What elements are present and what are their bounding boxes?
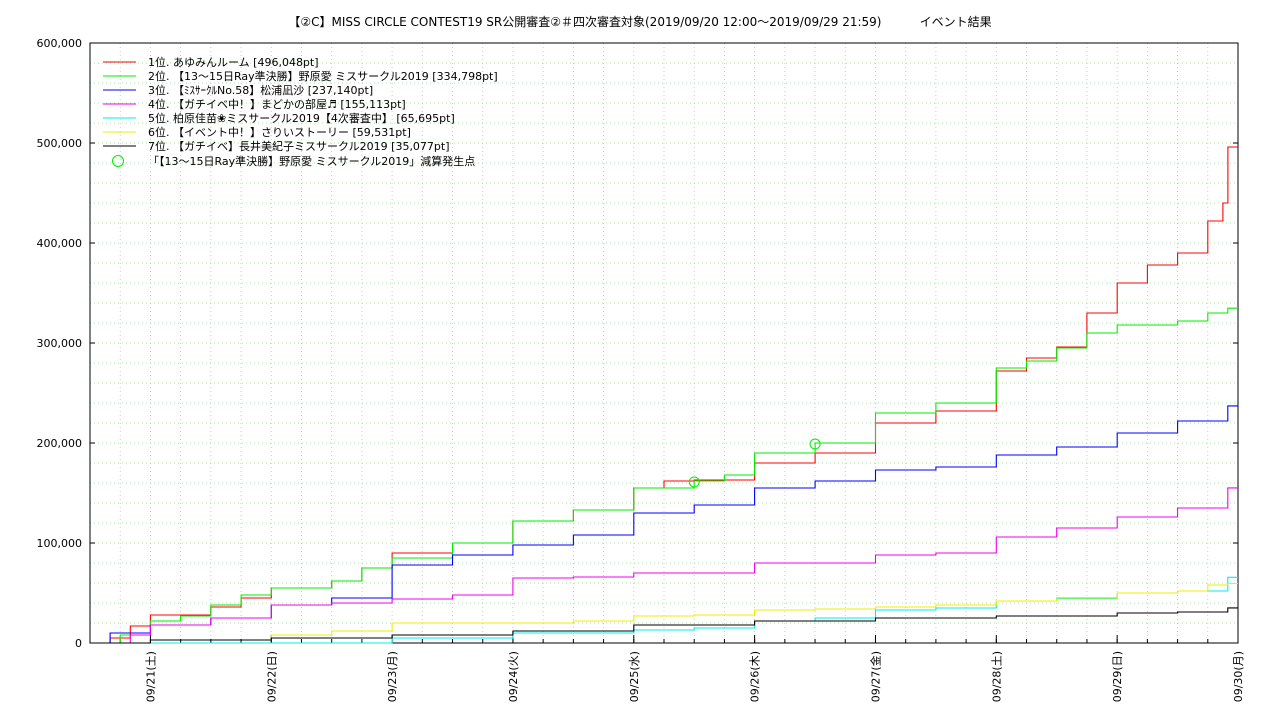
series-line-2 bbox=[90, 307, 1238, 644]
y-tick-label: 0 bbox=[75, 637, 82, 650]
x-tick-label: 09/25(水) bbox=[628, 651, 641, 702]
legend-entry: 「【13～15日Ray準決勝】野原愛 ミスサークル2019」減算発生点 bbox=[148, 154, 475, 168]
series-line-7 bbox=[90, 607, 1238, 644]
y-axis: 0 100,000 200,000 300,000 400,000 500,000 600,… bbox=[37, 37, 1238, 650]
legend-entry: 3位. 【ﾐｽｻｰｸﾙNo.58】松浦凪沙 [237,140pt] bbox=[148, 83, 373, 97]
series-line-4 bbox=[90, 487, 1238, 644]
x-tick-label: 09/26(木) bbox=[749, 651, 762, 702]
legend: 1位. あゆみんルーム [496,048pt]2位. 【13～15日Ray準決勝… bbox=[103, 55, 498, 168]
marker-points bbox=[688, 438, 821, 488]
legend-entry: 4位. 【ガチイベ中！】まどかの部屋♬ [155,113pt] bbox=[148, 97, 406, 111]
y-tick-label: 200,000 bbox=[37, 437, 83, 450]
x-tick-label: 09/29(日) bbox=[1111, 651, 1124, 702]
x-tick-label: 09/24(火) bbox=[507, 651, 520, 702]
x-tick-label: 09/23(月) bbox=[386, 651, 399, 702]
y-tick-label: 500,000 bbox=[37, 137, 83, 150]
x-tick-label: 09/27(金) bbox=[868, 651, 882, 702]
x-tick-label: 09/30(月) bbox=[1232, 651, 1245, 702]
x-tick-label: 09/22(日) bbox=[265, 651, 278, 702]
chart-title: 【②C】MISS CIRCLE CONTEST19 SR公開審査②＃四次審査対象… bbox=[288, 15, 992, 29]
x-axis: 09/21(土) 09/22(日) 09/23(月) 09/24(火) 09/25(水)… bbox=[89, 635, 1245, 702]
legend-entry: 7位. 【ガチイベ】長井美紀子ミスサークル2019 [35,077pt] bbox=[148, 139, 450, 153]
legend-entry: 5位. 柏原佳苗❀ミスサークル2019【4次審査中】 [65,695pt] bbox=[148, 111, 455, 125]
series-line-6 bbox=[90, 582, 1238, 644]
y-tick-label: 600,000 bbox=[37, 37, 83, 50]
x-tick-label: 09/21(土) bbox=[144, 651, 157, 702]
series-lines bbox=[90, 146, 1238, 644]
x-tick-label: 09/28(土) bbox=[990, 651, 1003, 702]
y-tick-label: 400,000 bbox=[37, 237, 83, 250]
marker-circle bbox=[809, 438, 821, 450]
legend-entry: 1位. あゆみんルーム [496,048pt] bbox=[148, 55, 319, 69]
y-tick-label: 100,000 bbox=[37, 537, 83, 550]
marker-circle bbox=[688, 476, 700, 488]
legend-marker-symbol bbox=[112, 155, 124, 167]
grid-lines bbox=[90, 43, 1238, 643]
y-tick-label: 300,000 bbox=[37, 337, 83, 350]
legend-entry: 2位. 【13～15日Ray準決勝】野原愛 ミスサークル2019 [334,79… bbox=[148, 69, 498, 83]
legend-entry: 6位. 【イベント中！】さりいストーリー [59,531pt] bbox=[148, 125, 411, 139]
